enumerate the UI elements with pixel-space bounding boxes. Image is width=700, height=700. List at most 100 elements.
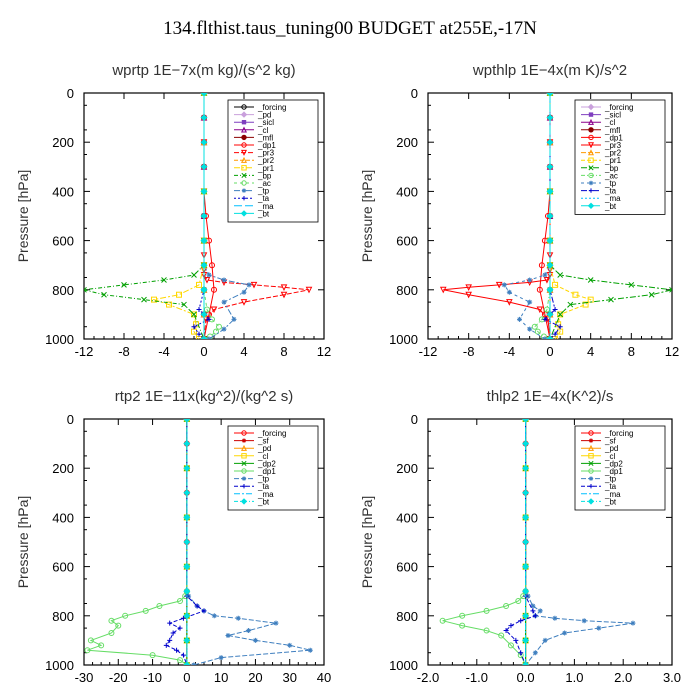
data-point-pr3 [210,306,218,314]
data-point-dp1 [98,642,105,649]
data-point-bt [522,636,530,644]
series-group [84,93,313,339]
data-point-tp [231,316,237,322]
data-point-dp1 [459,622,466,629]
data-point-pr3 [305,286,313,294]
x-tick-label: -2.0 [417,670,439,685]
x-tick-label: 30 [282,670,296,685]
data-point-bt [183,538,191,546]
series-line-dp1 [87,419,188,665]
data-point-tp [542,637,548,643]
series-line-tp [525,419,634,665]
legend-marker [588,165,594,171]
data-point-bt [546,163,554,171]
data-point-ta [518,650,524,656]
y-tick-label: 400 [52,184,74,199]
legend-marker [240,498,248,505]
legend-label: _ac [604,171,618,180]
data-point-ta [196,331,202,337]
legend-label: _sf [604,437,616,446]
y-tick-label: 800 [52,609,74,624]
legend-label: _ta [257,482,270,491]
data-point-dp1 [483,627,490,634]
legend-label: _ta [604,187,617,196]
data-point-pr1 [572,291,579,298]
data-point-ta [174,647,180,653]
x-tick-label: 0.0 [517,670,535,685]
x-tick-label: 8 [628,344,635,359]
data-point-bt [522,419,530,423]
y-tick-label: 400 [396,184,418,199]
data-point-ta [206,316,212,322]
legend-label: _forcing [257,429,286,438]
x-tick-label: -8 [463,344,475,359]
y-tick-label: 600 [52,560,74,575]
y-tick-label: 400 [396,510,418,525]
data-point-pr1 [552,281,559,288]
legend-label: _ma [604,194,621,203]
legend-label: _mfl [257,133,273,142]
legend-label: _cl [257,126,268,135]
data-point-dp1 [177,657,183,664]
y-axis-label: Pressure [hPa] [359,170,375,263]
data-point-dp1 [483,607,490,614]
data-point-tp [246,628,252,634]
y-tick-label: 800 [396,609,418,624]
legend-marker [588,468,594,474]
data-point-ac [540,333,547,339]
legend-label: _dp1 [257,141,276,150]
data-point-bt [200,93,208,97]
data-point-bt [200,163,208,171]
data-point-bt [546,335,554,339]
legend-marker [240,444,248,451]
data-point-tp [211,613,217,619]
data-point-bt [200,286,208,294]
legend-marker [587,103,595,111]
data-point-bt [183,563,191,571]
data-point-bt [546,286,554,294]
data-point-bt [546,237,554,245]
legend-label: _bp [257,171,272,180]
series-group [439,419,636,665]
data-point-dp1 [84,647,91,654]
data-point-bp [557,272,564,278]
data-point-tp [530,603,536,609]
x-tick-label: 4 [587,344,594,359]
legend-marker [241,188,247,193]
legend-label: _bt [257,497,270,506]
legend-marker [588,484,594,489]
data-point-pr3 [203,276,211,284]
data-point-bp [181,301,187,308]
data-point-pr1 [582,301,589,308]
data-point-bp [557,311,564,318]
data-point-bt [183,513,191,521]
x-tick-label: 3.0 [663,670,681,685]
data-point-tp [225,632,231,638]
x-tick-label: -12 [419,344,438,359]
data-point-tp [562,630,568,636]
chart-panel-4: thlp2 1E−4x(K^2)/s Pressure [hPa] -2.0 -1.0… [359,388,681,685]
data-point-tp [241,289,247,295]
legend-label: _cl [604,452,615,461]
legend-marker [241,172,247,178]
data-point-dp1 [149,652,156,659]
data-point-bt [522,538,530,546]
data-point-tp [221,277,227,283]
legend-marker [241,142,247,148]
data-point-pr3 [536,306,544,314]
data-point-bp [84,286,87,293]
data-point-dp1 [503,602,510,609]
data-point-dp1 [122,612,129,619]
data-point-ta [180,652,186,658]
y-tick-label: 1000 [389,332,418,347]
data-point-bt [546,261,554,269]
data-point-dp1 [538,262,545,269]
data-point-dp1 [115,622,122,629]
legend-marker [588,127,594,133]
y-axis-label: Pressure [hPa] [359,496,375,589]
legend-marker [588,112,594,117]
legend-label: _dp2 [604,459,623,468]
data-point-bp [191,311,197,318]
data-point-bt [200,310,208,318]
panel-title: thlp2 1E−4x(K^2)/s [487,388,614,405]
